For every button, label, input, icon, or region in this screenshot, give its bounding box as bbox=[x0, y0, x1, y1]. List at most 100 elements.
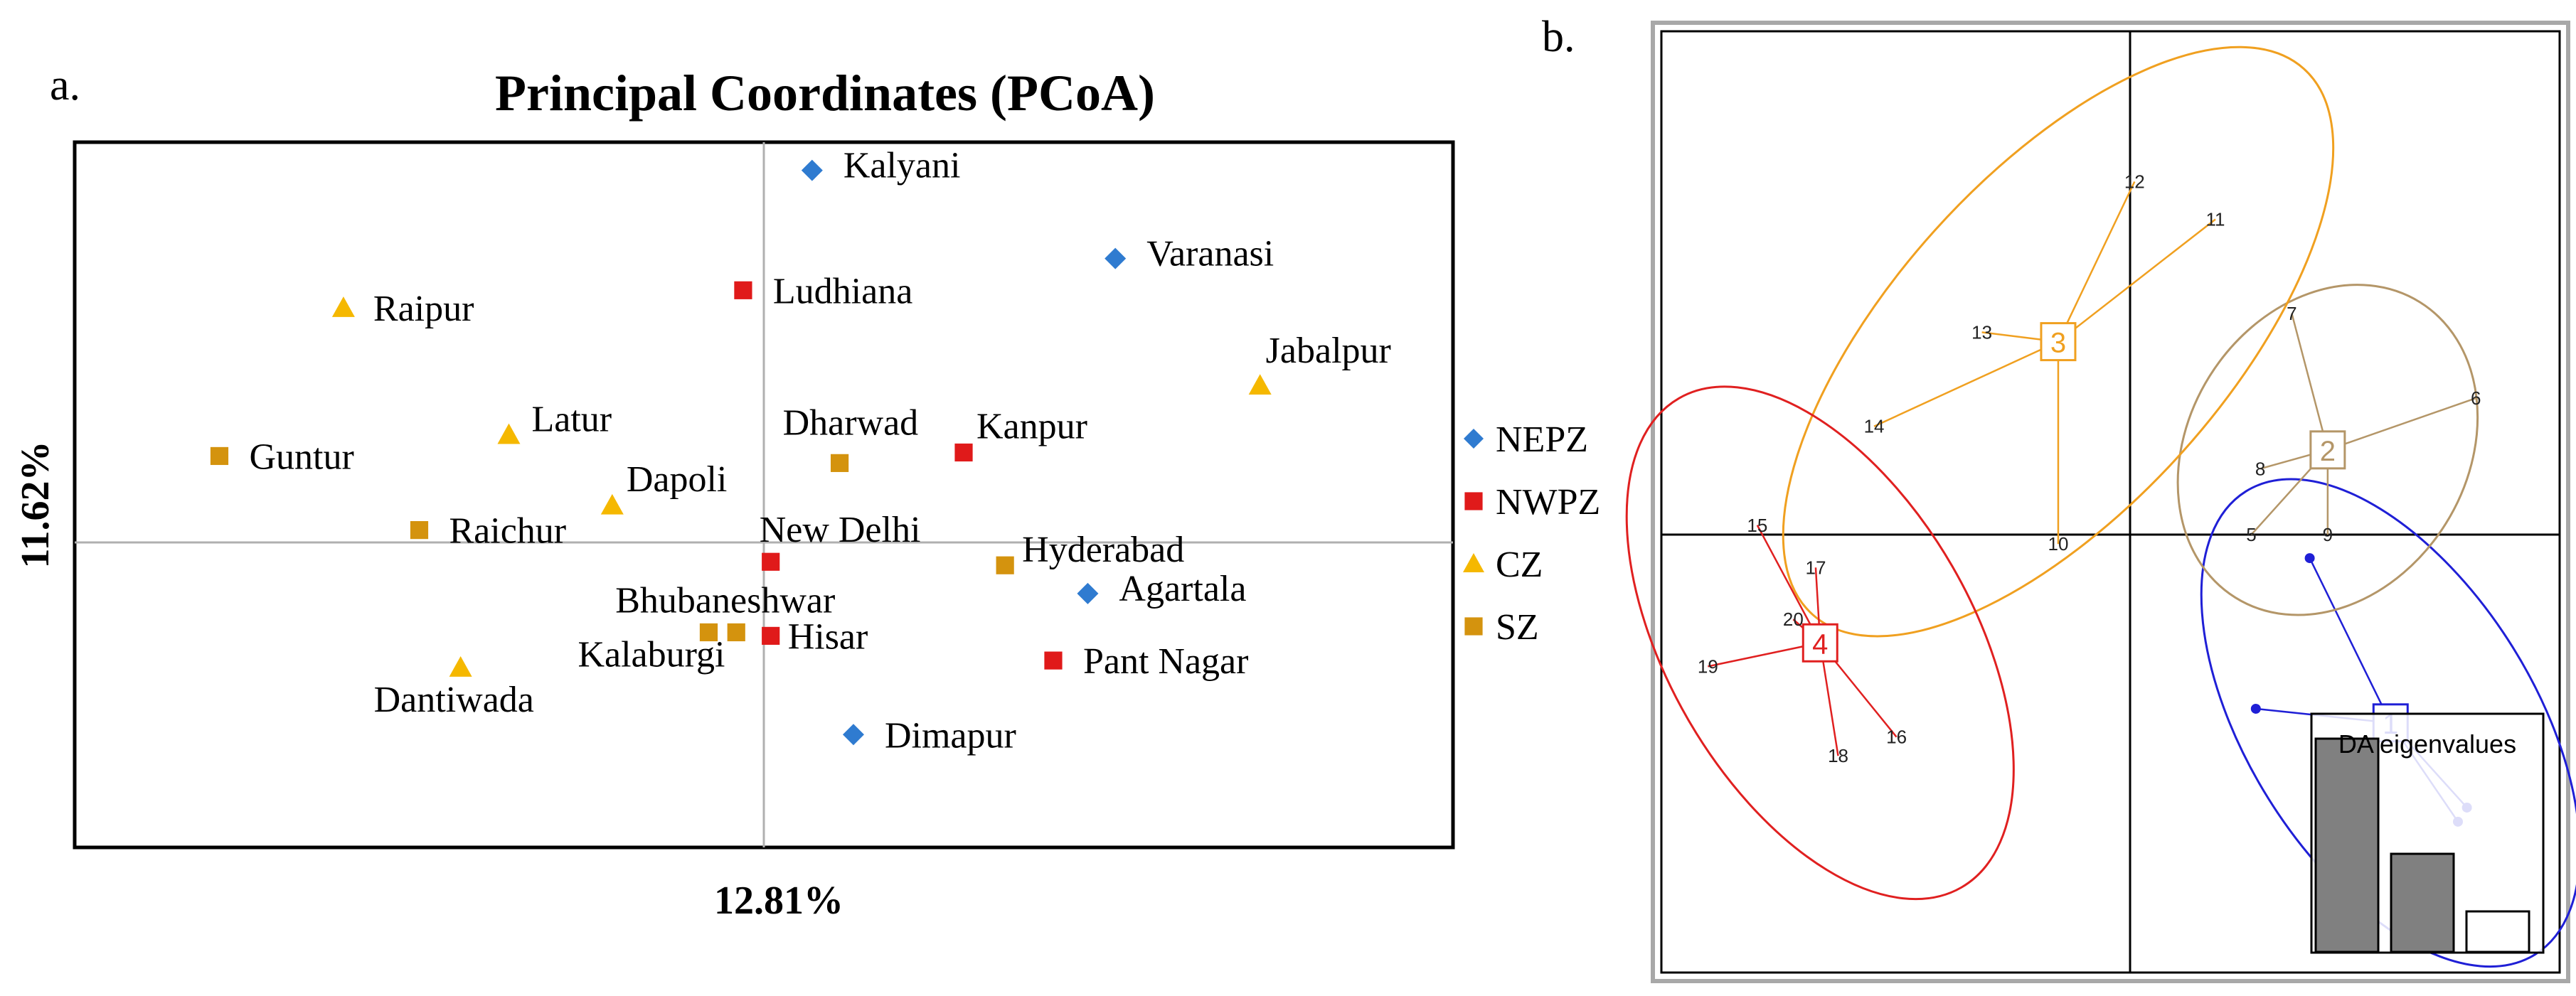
point-guntur bbox=[210, 446, 229, 466]
point-raipur bbox=[331, 296, 355, 317]
cluster-3-centroid-label: 3 bbox=[2050, 328, 2066, 359]
dapc-outer-frame bbox=[1651, 21, 2570, 983]
legend-label-nepz: NEPZ bbox=[1496, 419, 1588, 460]
cluster-1-link-0 bbox=[2309, 557, 2392, 724]
cluster-3-link-1 bbox=[2058, 218, 2216, 343]
cluster-3-centroid-box bbox=[2040, 322, 2077, 362]
point-label-hyderabad: Hyderabad bbox=[1022, 530, 1184, 570]
point-ludhiana bbox=[734, 281, 752, 299]
cluster-4-point-label-20: 20 bbox=[1783, 609, 1804, 630]
point-label-agartala: Agartala bbox=[1119, 569, 1246, 609]
legend-marker-nepz bbox=[1464, 429, 1484, 449]
dapc-panel: 1768592121113141031517201918164 DA eigen… bbox=[1625, 21, 2576, 983]
cluster-4-point-label-18: 18 bbox=[1828, 745, 1848, 766]
point-kalaburgi bbox=[699, 623, 718, 642]
legend-label-cz: CZ bbox=[1496, 545, 1543, 585]
point-label-kanpur: Kanpur bbox=[976, 406, 1087, 446]
legend-marker-sz bbox=[1464, 617, 1483, 636]
legend-label-nwpz: NWPZ bbox=[1496, 482, 1600, 523]
cluster-2-link-0 bbox=[2291, 313, 2329, 451]
point-agartala bbox=[1077, 582, 1099, 604]
point-label-hisar: Hisar bbox=[788, 616, 868, 657]
cluster-2-point-label-9: 9 bbox=[2323, 524, 2333, 545]
cluster-2-point-label-5: 5 bbox=[2246, 524, 2256, 545]
point-label-raipur: Raipur bbox=[373, 289, 474, 329]
cluster-3-link-0 bbox=[2057, 181, 2136, 343]
point-dharwad bbox=[830, 454, 849, 472]
cluster-3-point-label-14: 14 bbox=[1864, 416, 1885, 437]
point-label-dharwad: Dharwad bbox=[783, 402, 919, 443]
point-hisar bbox=[762, 626, 780, 645]
cluster-4-point-label-17: 17 bbox=[1805, 557, 1826, 578]
pcoa-marks: Kalyani Varanasi Agartala Dimapur Ludhiana Ka… bbox=[210, 146, 1391, 756]
point-label-dantiwada: Dantiwada bbox=[374, 680, 534, 720]
cluster-3-point-label-11: 11 bbox=[2205, 208, 2225, 230]
point-dapoli bbox=[600, 493, 624, 515]
cluster-4-point-label-16: 16 bbox=[1886, 727, 1907, 748]
point-label-dimapur: Dimapur bbox=[885, 715, 1016, 756]
dapc-inner-frame bbox=[1660, 30, 2561, 974]
point-varanasi bbox=[1105, 247, 1127, 269]
point-jabalpur bbox=[1248, 374, 1272, 395]
cluster-4-link-3 bbox=[1708, 642, 1821, 668]
eigenvalue-bar-1 bbox=[2314, 737, 2380, 953]
cluster-2-centroid-box bbox=[2309, 430, 2346, 470]
panel-b-label: b. bbox=[1542, 13, 1575, 61]
point-kalyani bbox=[801, 159, 823, 181]
point-label-kalyani: Kalyani bbox=[843, 146, 961, 186]
legend-label-sz: SZ bbox=[1496, 607, 1539, 648]
eigenvalues-inset: DA eigenvalues bbox=[2310, 712, 2545, 954]
panel-a-label: a. bbox=[50, 61, 80, 109]
legend-marker-cz bbox=[1463, 553, 1484, 572]
pcoa-title: Principal Coordinates (PCoA) bbox=[495, 65, 1155, 122]
legend-marker-nwpz bbox=[1464, 492, 1483, 510]
cluster-4-point-label-15: 15 bbox=[1747, 515, 1767, 536]
eigenvalues-inset-title: DA eigenvalues bbox=[2338, 729, 2516, 759]
cluster-3-point-label-13: 13 bbox=[1971, 321, 1992, 343]
point-label-varanasi: Varanasi bbox=[1146, 234, 1274, 274]
cluster-2-point-label-8: 8 bbox=[2255, 458, 2265, 479]
point-hyderabad bbox=[996, 556, 1014, 574]
pcoa-ylabel: 11.62% bbox=[14, 441, 58, 569]
point-label-ludhiana: Ludhiana bbox=[773, 271, 912, 311]
pcoa-panel: Principal Coordinates (PCoA) Kalyani Vara… bbox=[14, 65, 1600, 923]
point-dantiwada bbox=[449, 656, 472, 677]
point-new-delhi bbox=[762, 552, 780, 571]
cluster-2-point-label-7: 7 bbox=[2287, 303, 2296, 324]
cluster-1-ellipse bbox=[2200, 478, 2576, 968]
point-label-latur: Latur bbox=[531, 400, 612, 440]
pcoa-legend: NEPZ NWPZ CZ SZ bbox=[1463, 419, 1600, 648]
point-kanpur bbox=[954, 443, 973, 462]
point-label-jabalpur: Jabalpur bbox=[1266, 331, 1391, 371]
cluster-2-link-1 bbox=[2327, 397, 2476, 451]
point-dimapur bbox=[842, 724, 864, 746]
point-label-raichur: Raichur bbox=[449, 511, 567, 552]
point-bhubaneshwar bbox=[727, 623, 745, 642]
cluster-4-centroid-box bbox=[1801, 623, 1838, 663]
cluster-3-ellipse bbox=[1782, 45, 2335, 638]
cluster-4-link-0 bbox=[1756, 525, 1821, 643]
cluster-2-point-label-6: 6 bbox=[2471, 387, 2481, 409]
point-label-new-delhi: New Delhi bbox=[760, 510, 921, 550]
cluster-3-point-label-10: 10 bbox=[2048, 533, 2068, 555]
cluster-2-centroid-label: 2 bbox=[2320, 436, 2336, 467]
point-label-bhubaneshwar: Bhubaneshwar bbox=[615, 580, 835, 621]
point-pant-nagar bbox=[1044, 651, 1063, 670]
cluster-4-centroid-label: 4 bbox=[1812, 628, 1828, 660]
point-label-dapoli: Dapoli bbox=[627, 459, 728, 500]
eigenvalue-bar-2 bbox=[2390, 852, 2455, 953]
eigenvalue-bar-3 bbox=[2465, 910, 2530, 953]
cluster-2-ellipse bbox=[2176, 284, 2479, 616]
point-raichur bbox=[410, 521, 429, 540]
cluster-3-point-label-12: 12 bbox=[2124, 171, 2145, 193]
cluster-4-point-label-19: 19 bbox=[1698, 655, 1718, 677]
point-label-kalaburgi: Kalaburgi bbox=[578, 634, 725, 675]
cluster-3-link-3 bbox=[1873, 341, 2059, 427]
cluster-4-ellipse bbox=[1625, 385, 2015, 901]
cluster-1-point-0 bbox=[2304, 553, 2315, 564]
cluster-1-point-1 bbox=[2250, 703, 2261, 714]
point-label-pant-nagar: Pant Nagar bbox=[1083, 641, 1248, 682]
point-label-guntur: Guntur bbox=[249, 437, 353, 477]
pcoa-xlabel: 12.81% bbox=[714, 879, 843, 923]
